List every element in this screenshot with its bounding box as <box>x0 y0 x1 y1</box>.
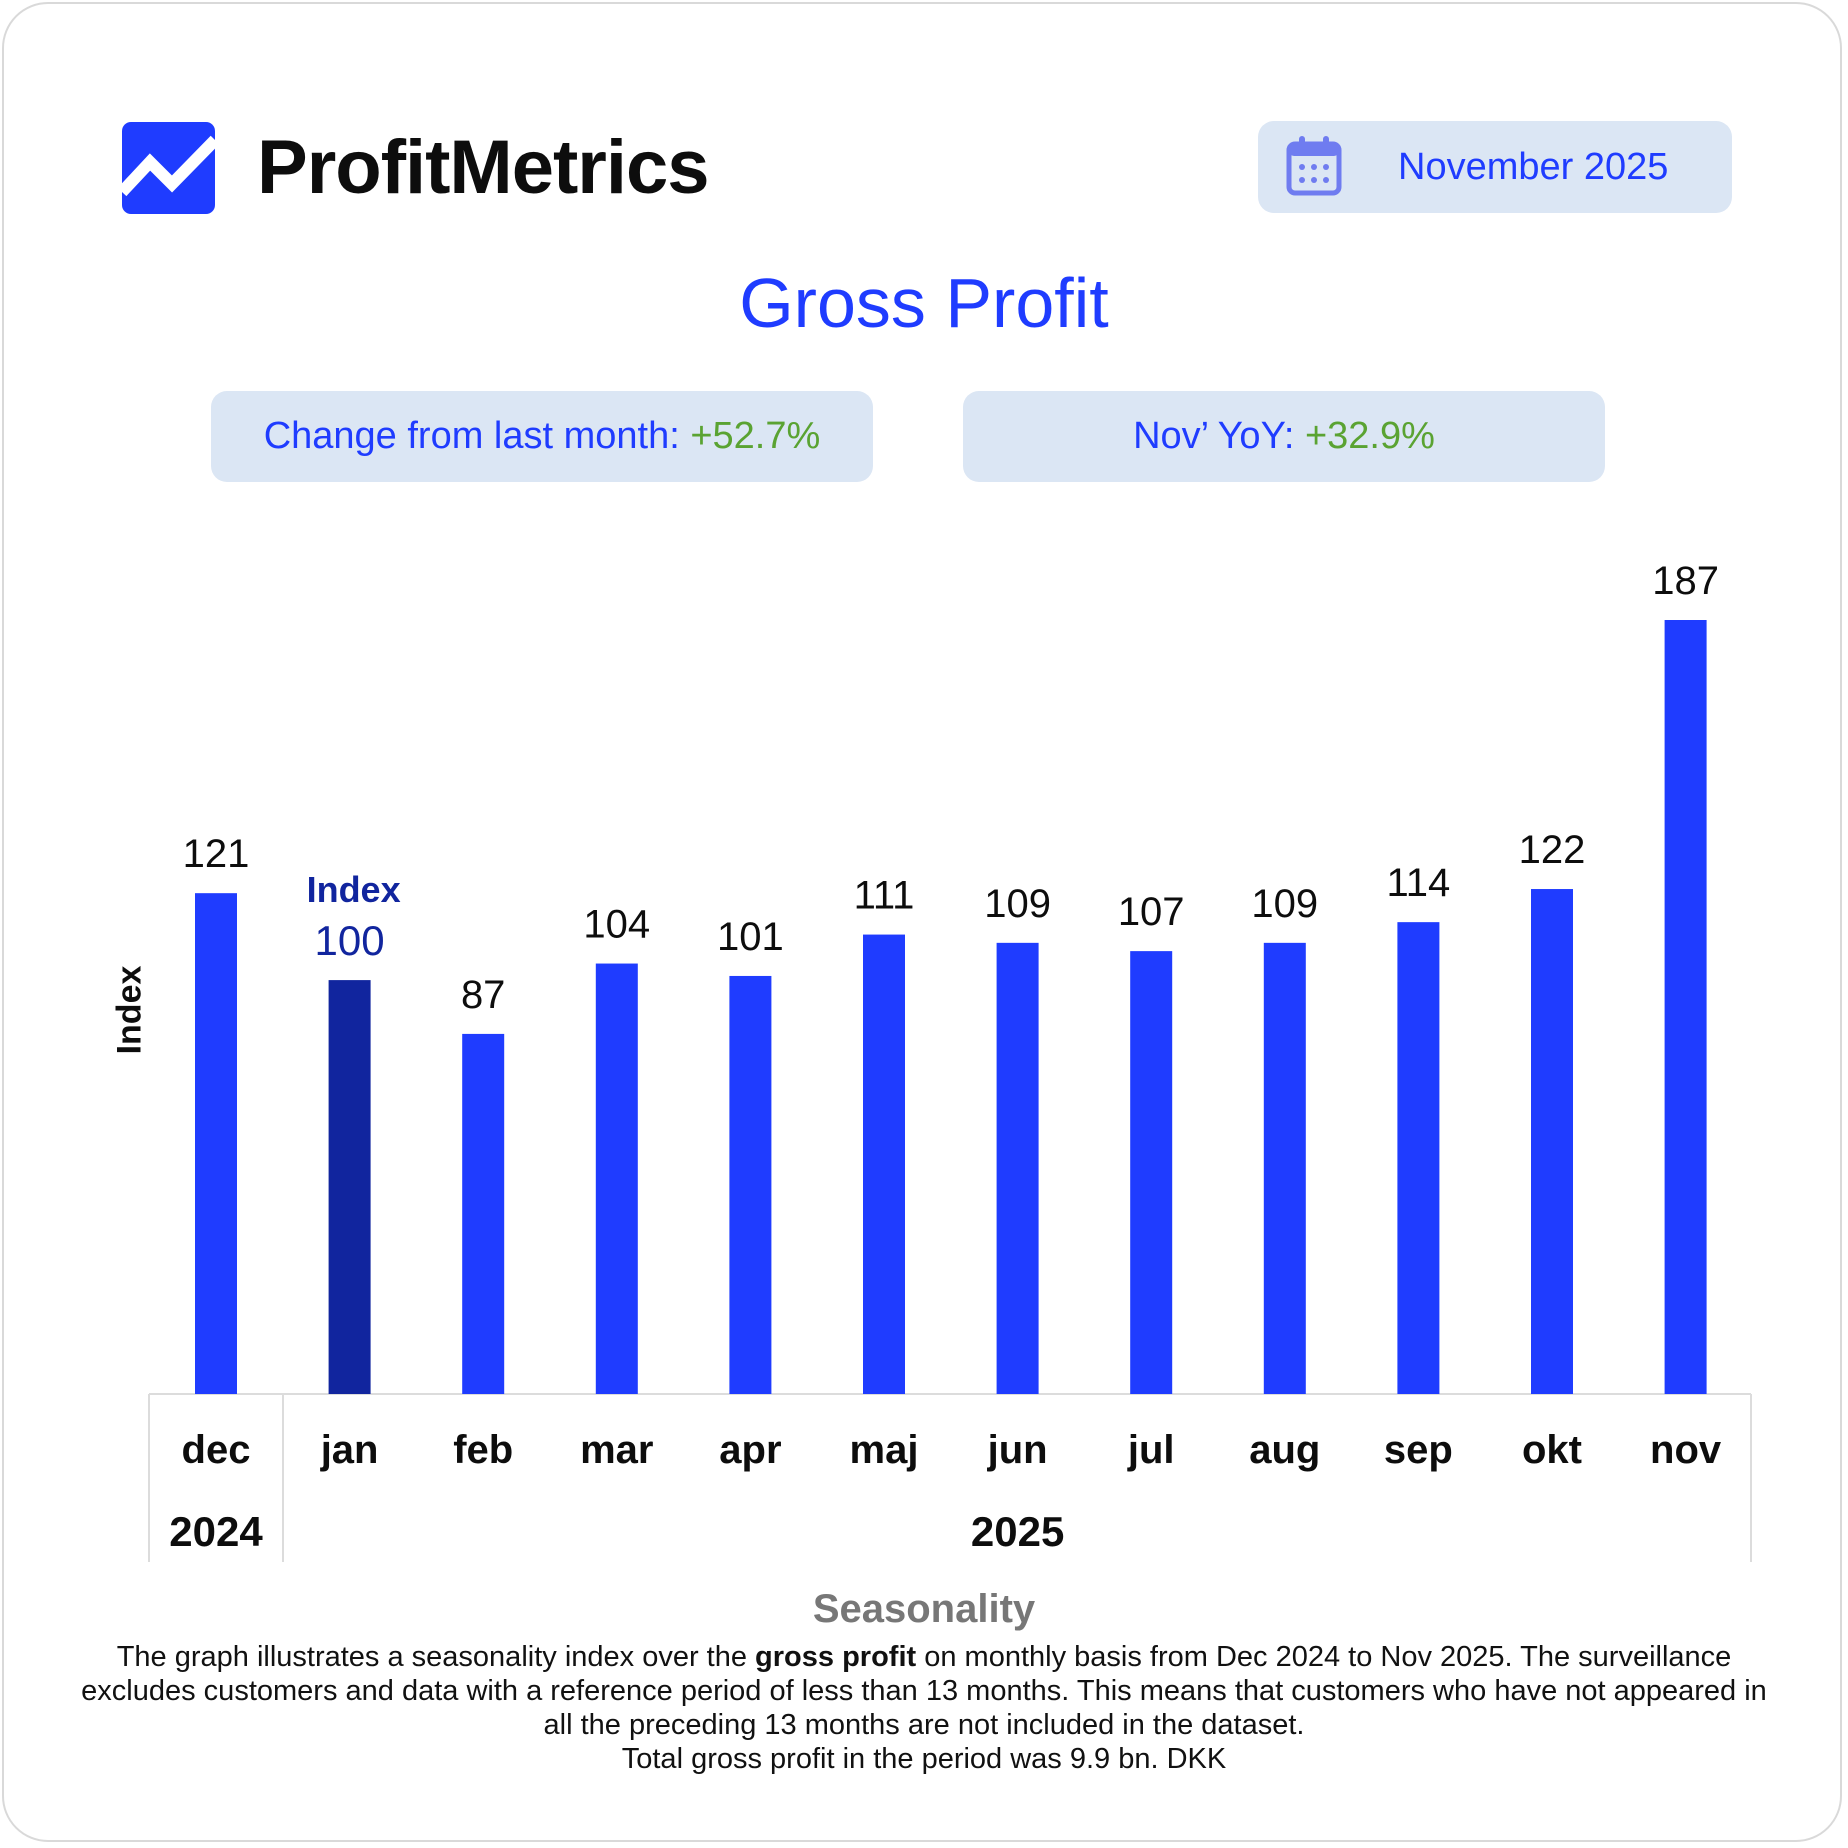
bar-jan <box>328 980 371 1394</box>
value-label-jan: 100 <box>315 917 385 964</box>
highlight-label: Index <box>307 869 401 910</box>
bar-maj <box>863 934 905 1394</box>
x-tick-jun: jun <box>987 1428 1048 1472</box>
bar-jul <box>1130 951 1173 1394</box>
x-tick-maj: maj <box>850 1428 919 1472</box>
value-label-sep: 114 <box>1387 861 1451 905</box>
desc-body: on monthly basis from Dec 2024 to Nov 20… <box>81 1641 1767 1741</box>
value-label-jun: 109 <box>984 882 1051 926</box>
x-tick-aug: aug <box>1249 1428 1320 1472</box>
seasonality-bar-chart: 121 dec Index 100 jan 87 feb 104 mar 101 apr 111 maj… <box>148 559 1752 1562</box>
year-label-2025: 2025 <box>971 1508 1064 1555</box>
x-tick-mar: mar <box>580 1428 653 1472</box>
bar-nov <box>1664 620 1707 1394</box>
x-tick-okt: okt <box>1522 1428 1582 1472</box>
date-selector[interactable]: November 2025 <box>1258 121 1732 213</box>
desc-emphasis: gross profit <box>755 1641 917 1673</box>
value-label-dec: 121 <box>183 832 250 876</box>
calendar-icon <box>1286 136 1342 196</box>
total-line: Total gross profit in the period was 9.9… <box>621 1743 1227 1775</box>
bar-jun <box>996 942 1039 1394</box>
chart-description: The graph illustrates a seasonality inde… <box>70 1640 1778 1776</box>
year-label-2024: 2024 <box>169 1508 263 1555</box>
x-tick-nov: nov <box>1650 1428 1722 1472</box>
chart-title: Gross Profit <box>739 264 1109 342</box>
desc-intro: The graph illustrates a seasonality inde… <box>116 1641 756 1673</box>
value-label-aug: 109 <box>1251 882 1318 926</box>
bar-sep <box>1397 922 1440 1394</box>
bar-feb <box>462 1033 505 1394</box>
x-tick-feb: feb <box>453 1428 513 1472</box>
x-tick-jan: jan <box>320 1428 379 1472</box>
trend-chart-icon <box>122 122 215 214</box>
bar-dec <box>195 893 237 1394</box>
bar-mar <box>595 963 638 1394</box>
value-label-okt: 122 <box>1519 828 1586 872</box>
x-tick-jul: jul <box>1127 1428 1175 1472</box>
mom-change-label: Change from last month: <box>263 415 691 457</box>
value-label-apr: 101 <box>717 915 784 959</box>
mom-change-value: +52.7% <box>690 415 821 457</box>
x-tick-sep: sep <box>1384 1428 1453 1472</box>
value-label-mar: 104 <box>583 903 650 947</box>
bar-okt <box>1531 889 1573 1394</box>
x-tick-apr: apr <box>719 1428 781 1472</box>
bar-aug <box>1263 942 1306 1394</box>
section-title: Seasonality <box>812 1587 1036 1631</box>
bar-apr <box>729 975 772 1394</box>
x-tick-dec: dec <box>182 1428 251 1472</box>
mom-change-badge: Change from last month: +52.7% <box>211 391 873 482</box>
value-label-feb: 87 <box>461 973 506 1017</box>
value-label-nov: 187 <box>1652 559 1719 603</box>
value-label-maj: 111 <box>854 874 915 918</box>
yoy-change-badge: Nov’ YoY: +32.9% <box>963 391 1605 482</box>
value-label-jul: 107 <box>1118 890 1185 934</box>
yoy-change-value: +32.9% <box>1304 415 1435 457</box>
brand-name: ProfitMetrics <box>257 125 710 210</box>
yoy-change-label: Nov’ YoY: <box>1133 415 1305 457</box>
date-label: November 2025 <box>1398 146 1669 188</box>
